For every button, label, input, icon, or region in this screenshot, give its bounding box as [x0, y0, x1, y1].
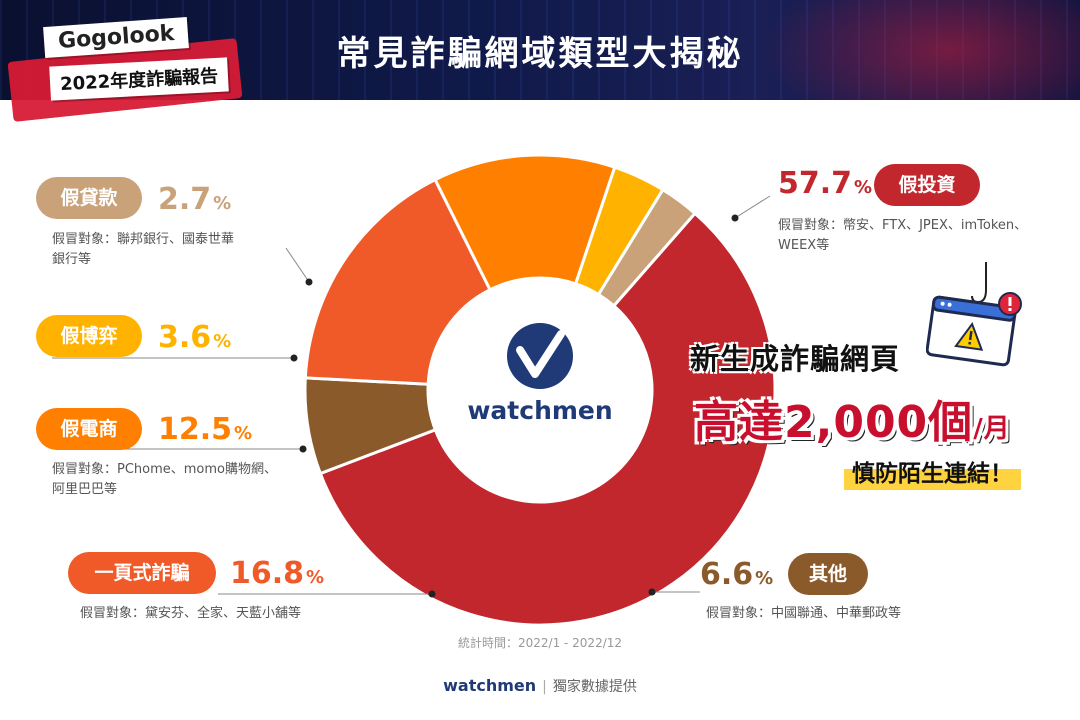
footer-credit: watchmen | 獨家數據提供 — [0, 676, 1080, 696]
leader-dot-loan — [305, 278, 313, 286]
label-invest-pct-value: 57.7 — [778, 166, 853, 201]
percent-sign: % — [854, 177, 873, 198]
percent-sign: % — [234, 423, 253, 444]
label-onepage-pct: 16.8% — [230, 556, 324, 591]
label-ecommerce-pct-value: 12.5 — [158, 412, 233, 447]
promo-headline: 新生成詐騙網頁 — [690, 342, 901, 376]
label-ecommerce-desc-line: 阿里巴巴等 — [52, 482, 118, 497]
leader-line-invest — [734, 195, 771, 219]
leader-dot-onepage — [428, 590, 436, 598]
percent-sign: % — [755, 568, 774, 589]
label-loan-desc-line: 銀行等 — [52, 252, 92, 267]
label-invest-desc-line: WEEX等 — [778, 238, 830, 253]
label-onepage-desc: 假冒對象：黛安芬、全家、天藍小舖等 — [80, 604, 301, 624]
slice-invest — [318, 211, 777, 627]
percent-sign: % — [213, 193, 232, 214]
label-other-pct: 6.6% — [700, 557, 773, 592]
label-ecommerce-pct: 12.5% — [158, 412, 252, 447]
label-onepage-desc-line: 假冒對象：黛安芬、全家、天藍小舖等 — [80, 606, 302, 621]
label-other-desc-line: 假冒對象：中國聯通、中華郵政等 — [706, 606, 902, 621]
leader-dot-other — [648, 588, 656, 596]
label-loan-pct: 2.7% — [158, 182, 231, 217]
label-gamble-pct-value: 3.6 — [158, 320, 212, 355]
page-title: 常見詐騙網域類型大揭秘 — [336, 34, 744, 74]
label-invest-desc-line: 假冒對象：幣安、FTX、JPEX、imToken、 — [778, 218, 1028, 233]
label-invest-pct: 57.7% — [778, 166, 872, 201]
percent-sign: % — [213, 331, 232, 352]
label-other-pct-value: 6.6 — [700, 557, 754, 592]
center-logo-label: watchmen — [467, 396, 613, 425]
footer-brand: watchmen — [443, 676, 537, 695]
footer-separator: | — [542, 679, 547, 695]
label-onepage-pct-value: 16.8 — [230, 556, 305, 591]
slice-onepage — [303, 177, 493, 386]
label-ecommerce-desc: 假冒對象：PChome、momo購物網、 阿里巴巴等 — [52, 460, 277, 500]
label-loan-desc: 假冒對象：聯邦銀行、國泰世華 銀行等 — [52, 230, 234, 270]
label-ecommerce-desc-line: 假冒對象：PChome、momo購物網、 — [52, 462, 278, 477]
slice-loan — [596, 187, 698, 308]
promo-warning: 慎防陌生連結！ — [844, 452, 1021, 490]
warning-window-icon — [926, 262, 1022, 367]
label-loan-pill: 假貸款 — [36, 177, 142, 219]
slice-ecommerce — [433, 153, 617, 292]
leader-dot-gamble — [290, 354, 298, 362]
percent-sign: % — [306, 567, 325, 588]
leader-dot-ecommerce — [299, 445, 307, 453]
leader-line-loan — [285, 247, 310, 283]
label-other-pill: 其他 — [788, 553, 868, 595]
label-loan-desc-line: 假冒對象：聯邦銀行、國泰世華 — [52, 232, 235, 247]
label-invest-desc: 假冒對象：幣安、FTX、JPEX、imToken、 WEEX等 — [778, 216, 1027, 256]
label-gamble-pct: 3.6% — [158, 320, 231, 355]
donut-center — [430, 280, 650, 500]
label-onepage-pill: 一頁式詐騙 — [68, 552, 216, 594]
watchmen-check-icon — [516, 330, 565, 378]
promo-count-unit: /月 — [973, 414, 1011, 444]
leader-dot-invest — [731, 214, 739, 222]
label-loan-pct-value: 2.7 — [158, 182, 212, 217]
header-glow — [760, 0, 1080, 100]
label-gamble-pill: 假博弈 — [36, 315, 142, 357]
label-other-desc: 假冒對象：中國聯通、中華郵政等 — [706, 604, 901, 624]
footer-text: 獨家數據提供 — [552, 679, 637, 695]
label-invest-pill: 假投資 — [874, 164, 980, 206]
promo-count: 高達2,000個/月 — [694, 386, 1011, 450]
stats-period: 統計時間：2022/1 - 2022/12 — [457, 636, 623, 650]
promo-count-value: 高達2,000個 — [694, 397, 974, 448]
label-ecommerce-pill: 假電商 — [36, 408, 142, 450]
